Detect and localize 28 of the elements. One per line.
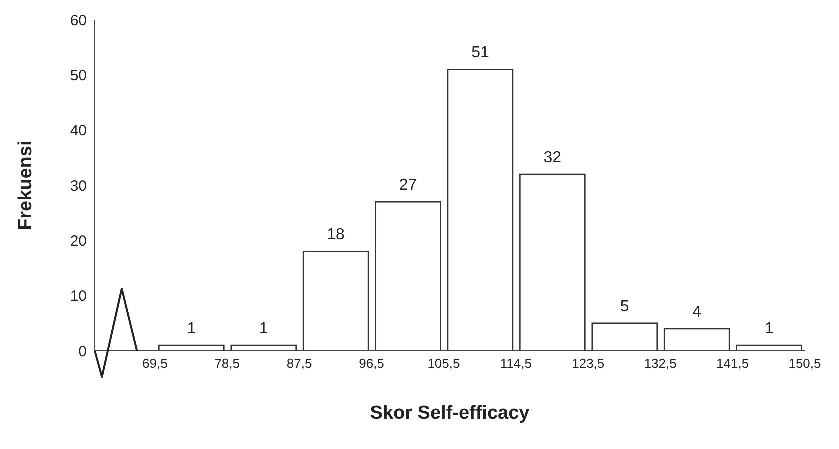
- x-tick-label: 141,5: [716, 356, 750, 372]
- y-tick-label: 40: [70, 122, 87, 140]
- y-tick-label: 20: [70, 232, 87, 250]
- y-tick-label: 30: [70, 178, 87, 195]
- y-tick-label: 0: [78, 343, 87, 360]
- data-label: 1: [259, 320, 268, 338]
- y-tick-label: 10: [70, 288, 87, 306]
- data-label: 1: [764, 320, 774, 338]
- x-tick-label: 114,5: [500, 356, 532, 372]
- x-tick-label: 150,5: [788, 356, 822, 372]
- x-tick-label: 105,5: [428, 356, 460, 372]
- x-tick-label: 132,5: [644, 356, 677, 372]
- data-label: 4: [692, 304, 702, 321]
- x-tick-label: 78,5: [214, 356, 240, 372]
- y-axis-title: Frekuensi: [16, 140, 37, 230]
- data-label: 18: [327, 226, 346, 244]
- x-tick-label: 96,5: [359, 356, 384, 372]
- data-label: 5: [620, 298, 630, 316]
- data-label: 27: [399, 177, 418, 194]
- x-tick-label: 87,5: [286, 356, 312, 372]
- y-tick-label: 50: [70, 67, 87, 84]
- y-tick-label: 60: [70, 12, 87, 30]
- x-tick-label: 123,5: [572, 356, 605, 372]
- data-label: 51: [472, 44, 490, 62]
- x-axis-title: Skor Self-efficacy: [370, 403, 530, 424]
- data-label: 32: [544, 149, 562, 166]
- data-label: 1: [187, 320, 196, 338]
- x-tick-label: 69,5: [142, 356, 168, 372]
